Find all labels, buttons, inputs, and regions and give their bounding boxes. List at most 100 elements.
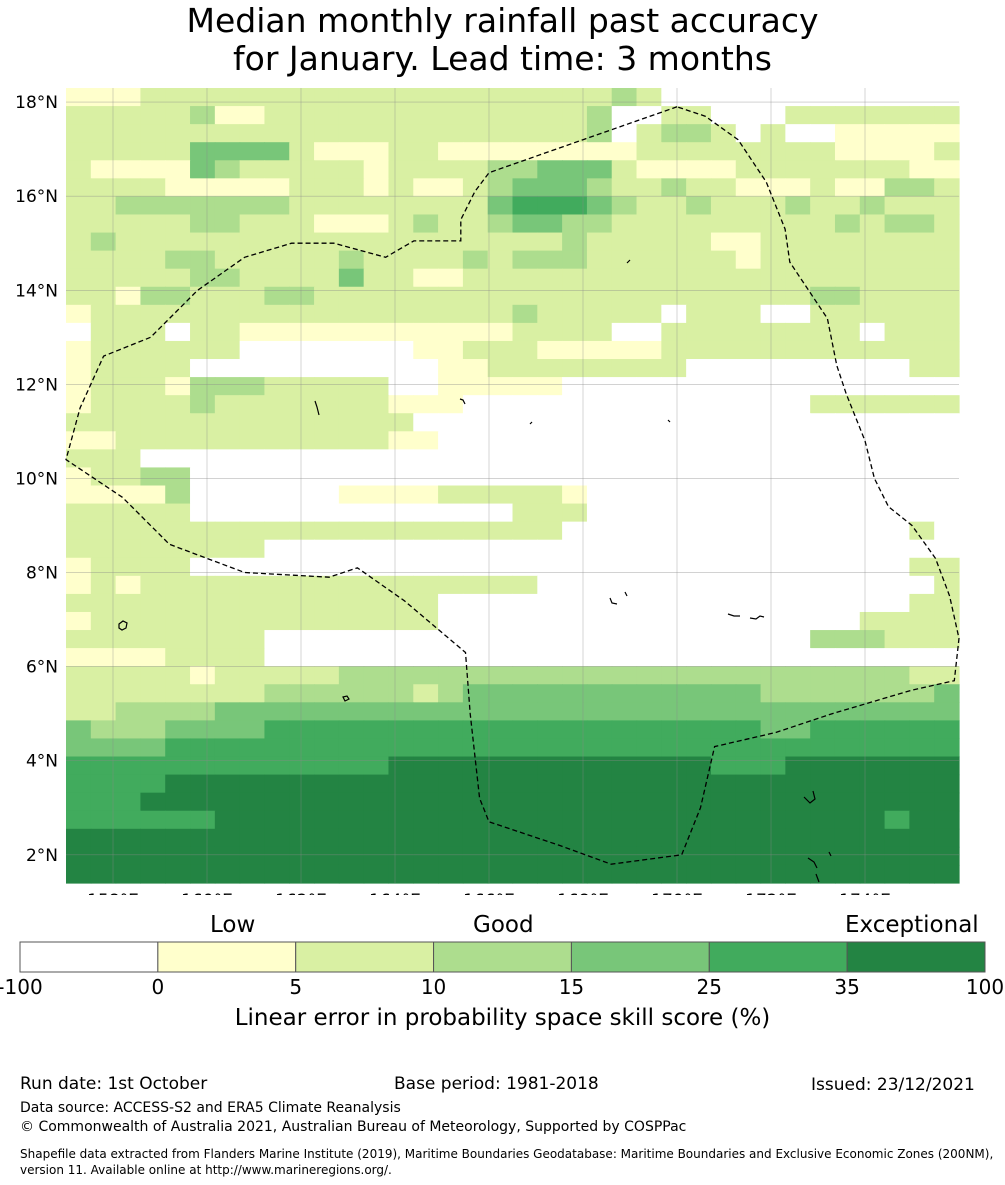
grid-cell: [413, 449, 439, 469]
grid-cell: [636, 774, 662, 794]
grid-cell: [90, 557, 117, 577]
grid-cell: [512, 539, 538, 559]
grid-cell: [438, 88, 464, 107]
grid-cell: [115, 684, 142, 703]
grid-cell: [512, 738, 538, 758]
grid-cell: [859, 322, 886, 342]
grid-cell: [214, 124, 241, 143]
grid-cell: [140, 232, 166, 252]
grid-cell: [611, 539, 638, 559]
grid-cell: [810, 467, 836, 487]
grid-cell: [934, 214, 960, 234]
grid-cell: [190, 178, 216, 198]
grid-cell: [115, 792, 142, 812]
grid-cell: [909, 304, 935, 324]
island-outline: [529, 259, 671, 425]
grid-cell: [710, 268, 737, 288]
grid-cell: [239, 738, 266, 758]
grid-cell: [388, 196, 414, 216]
grid-cell: [115, 503, 142, 523]
latitude-label: 10°N: [15, 469, 58, 489]
grid-cell: [239, 648, 266, 667]
grid-cell: [413, 250, 439, 270]
grid-cell: [661, 557, 687, 577]
grid-cell: [611, 232, 638, 252]
grid-cell: [90, 214, 117, 234]
grid-cell: [388, 359, 414, 378]
grid-cell: [438, 304, 464, 324]
grid-cell: [190, 250, 216, 270]
grid-cell: [214, 684, 241, 703]
grid-cell: [289, 106, 315, 125]
grid-cell: [611, 575, 638, 595]
grid-cell: [611, 828, 638, 848]
grid-cell: [289, 413, 315, 432]
grid-cell: [165, 738, 191, 758]
grid-cell: [239, 304, 266, 324]
grid-cell: [760, 630, 786, 649]
grid-cell: [661, 467, 687, 487]
grid-cell: [115, 178, 142, 198]
grid-cell: [934, 250, 960, 270]
grid-cell: [686, 142, 712, 161]
grid-cell: [562, 142, 588, 161]
grid-cell: [239, 720, 266, 740]
grid-cell: [140, 575, 166, 595]
grid-cell: [810, 593, 836, 613]
grid-cell: [140, 557, 166, 577]
grid-cell: [834, 846, 861, 866]
grid-cell: [810, 648, 836, 667]
grid-cell: [785, 828, 811, 848]
grid-cell: [363, 684, 390, 703]
grid-cell: [512, 630, 538, 649]
grid-cell: [611, 666, 638, 685]
grid-cell: [934, 88, 960, 107]
grid-cell: [338, 467, 365, 487]
grid-cell: [512, 702, 538, 721]
grid-cell: [438, 738, 464, 758]
grid-cell: [289, 196, 315, 216]
grid-cell: [462, 377, 489, 396]
grid-cell: [140, 160, 166, 179]
grid-cell: [314, 304, 340, 324]
grid-cell: [636, 828, 662, 848]
grid-cell: [636, 684, 662, 703]
grid-cell: [115, 268, 142, 288]
grid-cell: [909, 322, 935, 342]
grid-cell: [859, 503, 886, 523]
longitude-label: 162°E: [275, 891, 327, 895]
grid-cell: [66, 575, 92, 595]
grid-cell: [388, 557, 414, 577]
grid-cell: [710, 214, 737, 234]
grid-cell: [884, 160, 910, 179]
grid-cell: [462, 178, 489, 198]
grid-cell: [115, 413, 142, 432]
grid-cell: [66, 539, 92, 559]
colorbar-segment: [433, 941, 572, 973]
grid-cell: [834, 178, 861, 198]
latitude-label: 14°N: [15, 281, 58, 301]
grid-cell: [512, 106, 538, 125]
grid-cell: [859, 611, 886, 631]
grid-cell: [363, 846, 390, 866]
grid-cell: [338, 521, 365, 541]
grid-cell: [760, 359, 786, 378]
grid-cell: [661, 611, 687, 631]
grid-cell: [760, 648, 786, 667]
grid-cell: [735, 846, 762, 866]
grid-cell: [338, 503, 365, 523]
grid-cell: [66, 557, 92, 577]
grid-cell: [363, 630, 390, 649]
grid-cell: [190, 630, 216, 649]
grid-cell: [214, 395, 241, 414]
grid-cell: [462, 232, 489, 252]
grid-cell: [190, 792, 216, 812]
grid-cell: [611, 738, 638, 758]
grid-cell: [760, 88, 786, 107]
grid-cell: [735, 630, 762, 649]
grid-cell: [537, 792, 563, 812]
grid-cell: [661, 449, 687, 469]
grid-cell: [239, 359, 266, 378]
grid-cell: [90, 232, 117, 252]
grid-cell: [735, 611, 762, 631]
